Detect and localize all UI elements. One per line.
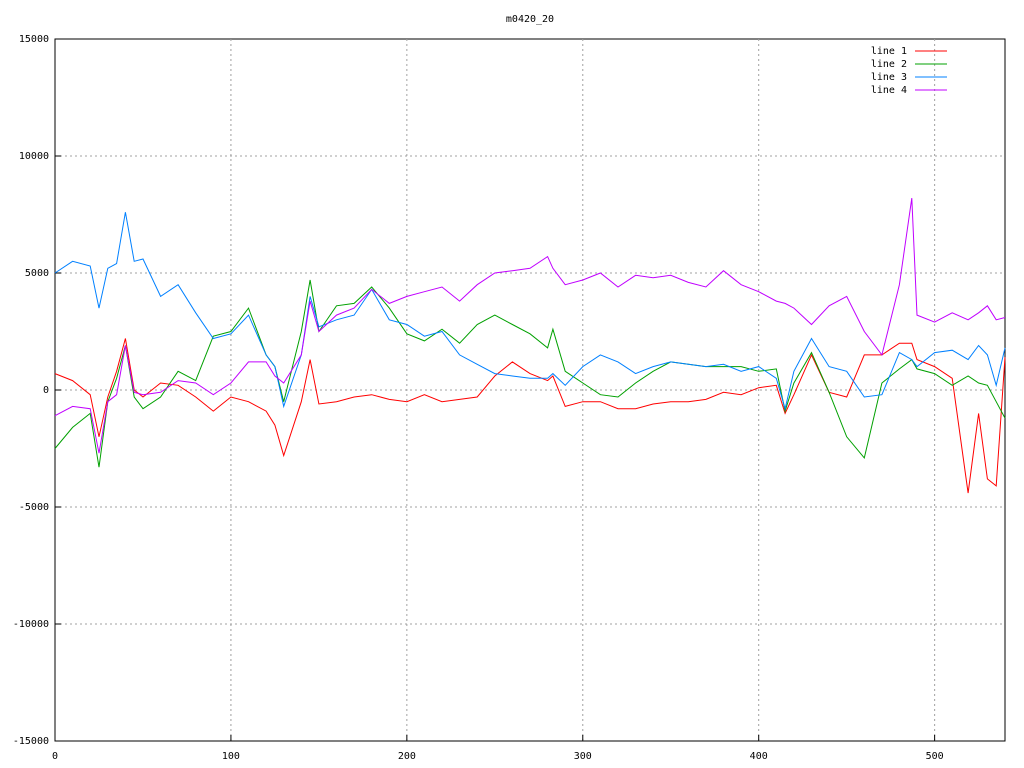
legend-label: line 1 bbox=[871, 46, 907, 57]
chart-title: m0420_20 bbox=[506, 14, 554, 25]
data-line bbox=[54, 338, 1006, 494]
y-tick-label: 0 bbox=[43, 385, 49, 396]
data-line bbox=[54, 279, 1006, 468]
y-tick-label: -15000 bbox=[13, 736, 49, 747]
x-tick-label: 300 bbox=[574, 751, 592, 762]
data-line bbox=[54, 212, 1006, 411]
y-tick-label: -5000 bbox=[19, 502, 49, 513]
x-tick-label: 200 bbox=[398, 751, 416, 762]
legend-label: line 4 bbox=[871, 85, 907, 96]
x-tick-label: 500 bbox=[926, 751, 944, 762]
y-tick-label: 15000 bbox=[19, 34, 49, 45]
y-tick-label: 5000 bbox=[25, 268, 49, 279]
legend-label: line 3 bbox=[871, 72, 907, 83]
x-tick-label: 100 bbox=[222, 751, 240, 762]
data-line bbox=[54, 198, 1006, 454]
y-tick-label: -10000 bbox=[13, 619, 49, 630]
y-tick-label: 10000 bbox=[19, 151, 49, 162]
x-tick-label: 0 bbox=[52, 751, 58, 762]
legend-label: line 2 bbox=[871, 59, 907, 70]
x-tick-label: 400 bbox=[750, 751, 768, 762]
